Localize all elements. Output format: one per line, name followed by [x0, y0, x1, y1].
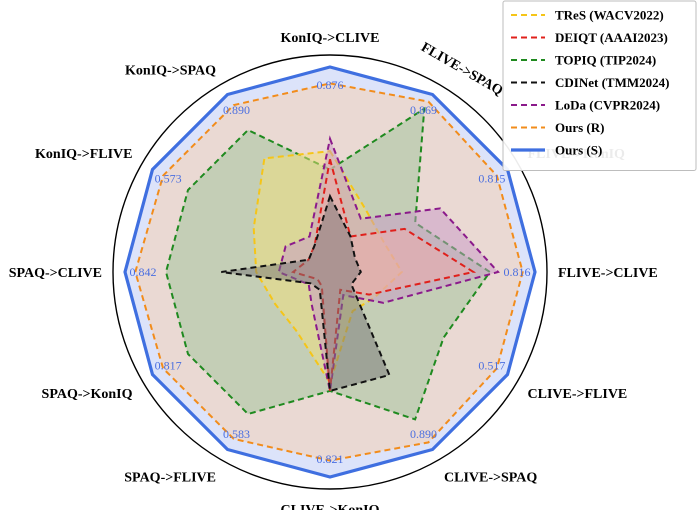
axis-label-flive-spaq: FLIVE->SPAQ [418, 40, 505, 99]
axis-label-koniq-spaq: KonIQ->SPAQ [125, 64, 216, 79]
axis-label-clive-spaq: CLIVE->SPAQ [444, 471, 537, 486]
value-label-spaq-clive: 0.842 [130, 265, 157, 279]
frame-layer [112, 54, 548, 490]
value-label-flive-koniq: 0.815 [478, 172, 505, 186]
legend-label-ours-r: Ours (R) [555, 120, 604, 135]
legend-label-loda-cvpr2024: LoDa (CVPR2024) [555, 98, 660, 113]
axis-label-spaq-flive: SPAQ->FLIVE [124, 471, 216, 486]
legend-box [502, 0, 697, 171]
axis-label-flive-clive: FLIVE->CLIVE [558, 266, 658, 281]
axis-label-koniq-clive: KonIQ->CLIVE [281, 31, 380, 46]
legend-layer: TReS (WACV2022) DEIQT (AAAI2023) TOPIQ (TI… [502, 0, 697, 171]
value-label-koniq-clive: 0.876 [317, 78, 344, 92]
value-label-flive-clive: 0.816 [504, 265, 531, 279]
outer-frame-circle [112, 54, 548, 490]
axis-label-koniq-flive: KonIQ->FLIVE [35, 147, 132, 162]
series-ours-r-line [134, 82, 524, 462]
value-label-koniq-flive: 0.573 [155, 172, 182, 186]
legend-label-cdinet-tmm2024: CDINet (TMM2024) [555, 75, 669, 90]
legend-label-deiqt-aaai2023: DEIQT (AAAI2023) [555, 30, 668, 45]
legend-label-tres-wacv2022: TReS (WACV2022) [555, 8, 664, 23]
legend-label-topiq-tip2024: TOPIQ (TIP2024) [555, 53, 656, 68]
axis-label-clive-flive: CLIVE->FLIVE [528, 387, 628, 402]
value-label-spaq-koniq: 0.817 [155, 359, 182, 373]
axis-label-spaq-koniq: SPAQ->KonIQ [42, 387, 133, 402]
axis-label-spaq-clive: SPAQ->CLIVE [9, 266, 102, 281]
series-layer [123, 65, 537, 479]
value-label-flive-spaq: 0.869 [410, 103, 437, 117]
value-label-clive-koniq: 0.821 [317, 452, 344, 466]
value-label-spaq-flive: 0.583 [223, 427, 250, 441]
value-label-clive-spaq: 0.890 [410, 427, 437, 441]
axis-label-clive-koniq: CLIVE->KonIQ [281, 503, 380, 510]
value-label-koniq-spaq: 0.890 [223, 103, 250, 117]
value-label-clive-flive: 0.517 [478, 359, 505, 373]
series-cdinet-tmm2024-area [221, 196, 390, 391]
legend-label-ours-s: Ours (S) [555, 143, 602, 158]
series-loda-cvpr2024-line [277, 135, 500, 392]
